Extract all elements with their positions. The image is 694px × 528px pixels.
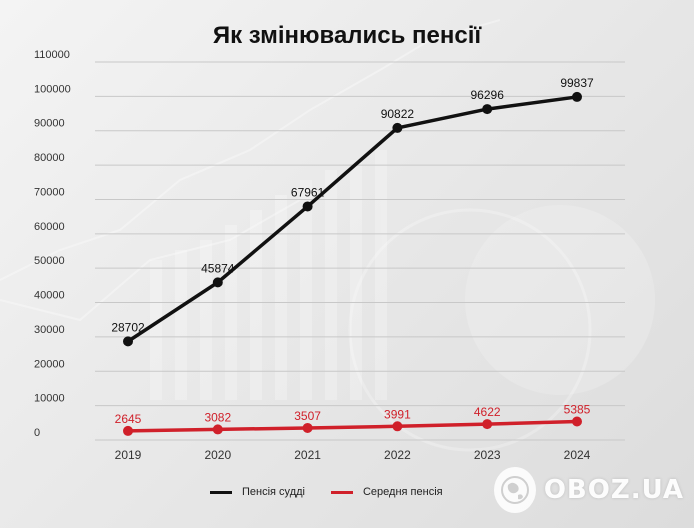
series-line-1 xyxy=(127,419,578,433)
data-label: 3991 xyxy=(384,407,411,421)
legend-item-judge-pension: Пенсія судді xyxy=(210,486,305,498)
legend-swatch-average xyxy=(330,490,353,494)
y-tick-label: 70000 xyxy=(34,186,65,198)
data-label: 3082 xyxy=(204,410,231,424)
y-tick-label: 110000 xyxy=(34,49,70,61)
data-point xyxy=(302,422,313,433)
x-tick-label: 2024 xyxy=(564,448,591,462)
y-tick-label: 0 xyxy=(34,427,40,439)
data-label: 3507 xyxy=(294,409,321,423)
data-label: 5385 xyxy=(564,402,591,416)
series-line-0 xyxy=(127,95,578,343)
logo-text: OBOZ.UA xyxy=(543,475,684,505)
data-label: 99837 xyxy=(560,76,594,90)
y-tick-label: 30000 xyxy=(34,324,65,336)
legend: Пенсія судді Середня пенсія xyxy=(210,486,443,498)
data-label: 28702 xyxy=(111,320,145,334)
data-point xyxy=(302,201,313,212)
legend-item-average-pension: Середня пенсія xyxy=(330,486,443,498)
data-point xyxy=(482,419,493,430)
data-label: 90822 xyxy=(381,107,415,121)
data-label: 67961 xyxy=(291,185,325,199)
y-tick-label: 80000 xyxy=(34,152,65,164)
data-label: 96296 xyxy=(471,88,505,102)
legend-swatch-judge xyxy=(210,490,232,494)
y-tick-label: 10000 xyxy=(34,393,65,405)
data-point xyxy=(572,416,582,427)
x-tick-label: 2021 xyxy=(294,448,321,462)
chart-title: Як змінювались пенсії xyxy=(212,22,482,49)
data-label: 2645 xyxy=(115,412,142,426)
data-point xyxy=(212,424,223,435)
data-point xyxy=(212,277,223,288)
data-label: 45874 xyxy=(201,261,235,275)
data-point xyxy=(123,336,133,347)
data-point xyxy=(572,91,582,102)
y-tick-label: 60000 xyxy=(34,221,65,233)
y-tick-label: 100000 xyxy=(34,83,71,95)
legend-label-average: Середня пенсія xyxy=(362,486,443,498)
x-tick-label: 2020 xyxy=(204,448,231,462)
data-point xyxy=(123,425,133,436)
y-tick-label: 40000 xyxy=(34,290,65,302)
globe-icon xyxy=(494,467,536,513)
data-label: 4622 xyxy=(474,405,501,419)
x-tick-label: 2022 xyxy=(384,448,411,462)
data-point xyxy=(482,104,493,115)
y-tick-label: 50000 xyxy=(34,255,65,267)
y-tick-label: 90000 xyxy=(34,118,65,130)
data-point xyxy=(392,122,403,133)
legend-label-judge: Пенсія судді xyxy=(242,486,305,498)
x-tick-label: 2023 xyxy=(474,448,501,462)
y-tick-label: 20000 xyxy=(34,358,65,370)
x-tick-label: 2019 xyxy=(115,448,142,462)
oboz-logo: OBOZ.UA xyxy=(494,464,684,516)
data-point xyxy=(392,421,403,432)
